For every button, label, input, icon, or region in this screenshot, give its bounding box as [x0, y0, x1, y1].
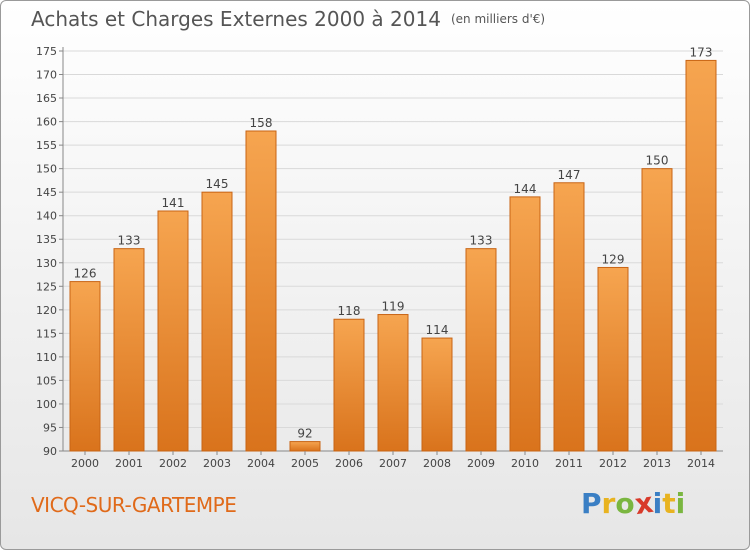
x-tick-label-2007: 2007	[379, 457, 407, 470]
y-tick-label: 160	[36, 116, 57, 129]
x-tick-label-2012: 2012	[599, 457, 627, 470]
logo-letter: x	[632, 485, 655, 522]
y-tick-label: 110	[36, 351, 57, 364]
y-tick-label: 90	[43, 445, 57, 458]
x-tick-label-2003: 2003	[203, 457, 231, 470]
bar-2012	[597, 266, 629, 452]
logo-letter: t	[662, 487, 676, 520]
bar-2014	[685, 59, 717, 452]
y-tick-label: 145	[36, 186, 57, 199]
y-tick-label: 140	[36, 210, 57, 223]
x-tick-labels: 2000 2001 2002 2003 2004 2005 2006 2007 2008 2009…	[71, 451, 715, 470]
x-tick-label-2002: 2002	[159, 457, 187, 470]
bar-2008	[421, 337, 453, 452]
x-tick-label-2004: 2004	[247, 457, 275, 470]
bar-2005	[289, 441, 321, 452]
y-tick-label: 150	[36, 163, 57, 176]
y-tick-label: 100	[36, 398, 57, 411]
data-label-2007: 119	[382, 300, 405, 314]
x-tick-label-2000: 2000	[71, 457, 99, 470]
data-label-2005: 92	[297, 427, 312, 441]
data-label-2008: 114	[426, 323, 449, 337]
bar-2013	[641, 168, 673, 452]
x-tick-label-2013: 2013	[643, 457, 671, 470]
y-tick-label: 135	[36, 233, 57, 246]
data-label-2001: 133	[118, 234, 141, 248]
x-tick-label-2001: 2001	[115, 457, 143, 470]
bar-2010	[509, 196, 541, 452]
data-label-2010: 144	[514, 182, 537, 196]
data-label-2009: 133	[470, 234, 493, 248]
y-tick-label: 125	[36, 280, 57, 293]
bar-2011	[553, 182, 585, 452]
bar-2006	[333, 318, 365, 452]
logo-letter: P	[581, 487, 602, 520]
data-label-2003: 145	[206, 177, 229, 191]
y-tick-label: 115	[36, 327, 57, 340]
x-tick-label-2006: 2006	[335, 457, 363, 470]
bars	[69, 59, 717, 452]
bar-2009	[465, 248, 497, 452]
bar-2002	[157, 210, 189, 452]
y-tick-label: 175	[36, 45, 57, 58]
y-tick-label: 130	[36, 257, 57, 270]
bar-2003	[201, 191, 233, 452]
y-tick-label: 105	[36, 374, 57, 387]
data-label-2006: 118	[338, 304, 361, 318]
data-label-2013: 150	[646, 154, 669, 168]
y-tick-label: 120	[36, 304, 57, 317]
x-tick-label-2010: 2010	[511, 457, 539, 470]
y-tick-label: 155	[36, 139, 57, 152]
y-tick-label: 95	[43, 421, 57, 434]
data-label-2014: 173	[690, 45, 713, 59]
x-tick-label-2005: 2005	[291, 457, 319, 470]
x-tick-label-2009: 2009	[467, 457, 495, 470]
x-tick-label-2014: 2014	[687, 457, 715, 470]
x-tick-label-2008: 2008	[423, 457, 451, 470]
proxiti-logo: Proxiti	[581, 485, 686, 522]
data-label-2012: 129	[602, 252, 625, 266]
data-label-2011: 147	[558, 168, 581, 182]
bar-2004	[245, 130, 277, 452]
commune-name: VICQ-SUR-GARTEMPE	[31, 493, 237, 517]
bar-2000	[69, 281, 101, 452]
chart-unit: (en milliers d'€)	[450, 12, 546, 26]
data-label-2000: 126	[74, 267, 97, 281]
logo-letter: i	[652, 487, 663, 520]
data-labels: 126 133 141 145 158 92 118 119 114 133 144 147 129 15…	[74, 45, 713, 440]
y-tick-labels: 90 95 100 105 110 115 120 125 130 135 140 145 150 155…	[36, 45, 63, 458]
chart-title: Achats et Charges Externes 2000 à 2014 (e…	[31, 7, 545, 31]
x-tick-label-2011: 2011	[555, 457, 583, 470]
y-tick-label: 165	[36, 92, 57, 105]
chart-title-text: Achats et Charges Externes 2000 à 2014	[31, 7, 441, 31]
logo-letter: i	[675, 487, 686, 520]
logo-letter: o	[615, 487, 635, 520]
data-label-2002: 141	[162, 196, 185, 210]
data-label-2004: 158	[250, 116, 273, 130]
logo-letter: r	[601, 487, 616, 520]
y-tick-label: 170	[36, 69, 57, 82]
bar-2007	[377, 314, 409, 452]
bar-2001	[113, 248, 145, 452]
